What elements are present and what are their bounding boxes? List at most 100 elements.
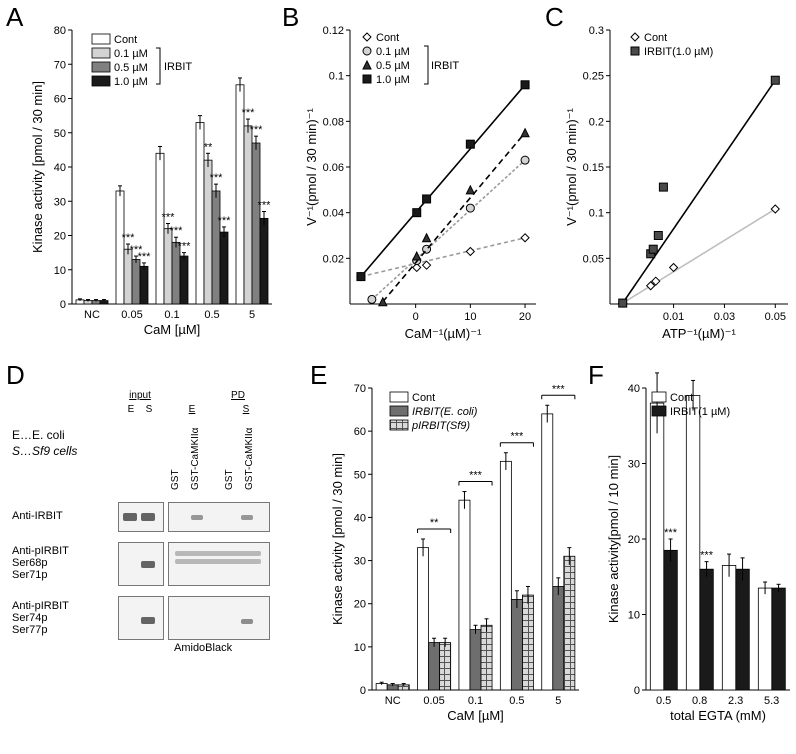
lane-S1: S: [142, 404, 156, 415]
label-A: A: [6, 2, 23, 33]
svg-text:0.06: 0.06: [323, 162, 344, 174]
svg-text:0.5 µM: 0.5 µM: [376, 60, 410, 72]
blot-r1b: [168, 502, 270, 532]
blot-r2a: [118, 542, 164, 586]
svg-text:***: ***: [170, 225, 184, 237]
svg-text:20: 20: [519, 311, 531, 323]
svg-text:***: ***: [664, 527, 678, 539]
svg-text:IRBIT(E. coli): IRBIT(E. coli): [412, 406, 478, 418]
svg-text:0.8: 0.8: [692, 695, 707, 707]
svg-text:0.25: 0.25: [583, 71, 604, 83]
svg-text:0.02: 0.02: [323, 253, 344, 265]
svg-text:10: 10: [54, 265, 66, 277]
svg-text:IRBIT: IRBIT: [431, 60, 459, 72]
svg-text:60: 60: [354, 426, 366, 438]
pd-l0: GST: [170, 476, 181, 490]
svg-text:***: ***: [218, 215, 232, 227]
svg-text:40: 40: [354, 512, 366, 524]
svg-text:Kinase activity [pmol / 30 min: Kinase activity [pmol / 30 min]: [330, 453, 345, 625]
row3: Anti-pIRBIT Ser74p Ser77p: [12, 600, 69, 636]
svg-text:***: ***: [122, 232, 136, 244]
svg-text:0.5: 0.5: [656, 695, 671, 707]
svg-text:0.05: 0.05: [121, 309, 142, 321]
svg-text:70: 70: [54, 59, 66, 71]
svg-text:***: ***: [700, 550, 714, 562]
svg-text:2.3: 2.3: [728, 695, 743, 707]
label-F: F: [588, 360, 604, 391]
svg-text:10: 10: [628, 610, 640, 622]
label-D: D: [6, 360, 25, 391]
svg-text:10: 10: [464, 311, 476, 323]
svg-text:0: 0: [360, 685, 366, 697]
svg-text:IRBIT: IRBIT: [164, 61, 192, 73]
key-E: E…E. coli: [12, 428, 65, 442]
pd-l3: GST-CaMKIIα: [244, 476, 255, 490]
svg-text:50: 50: [54, 128, 66, 140]
svg-text:0.5 µM: 0.5 µM: [114, 62, 148, 74]
svg-text:0.1 µM: 0.1 µM: [376, 46, 410, 58]
row1: Anti-IRBIT: [12, 510, 63, 522]
svg-text:5.3: 5.3: [764, 695, 779, 707]
svg-text:0: 0: [60, 299, 66, 311]
svg-text:0.12: 0.12: [323, 25, 344, 37]
svg-text:0.1: 0.1: [164, 309, 179, 321]
blot-r3b: [168, 596, 270, 640]
svg-text:NC: NC: [84, 309, 100, 321]
svg-text:***: ***: [210, 172, 224, 184]
svg-text:1.0 µM: 1.0 µM: [376, 74, 410, 86]
svg-text:***: ***: [552, 383, 566, 395]
svg-text:CaM [µM]: CaM [µM]: [447, 708, 504, 723]
panel-D: input PD E S E S E…E. coli S…Sf9 cells G…: [12, 390, 312, 740]
svg-text:***: ***: [258, 200, 272, 212]
svg-text:0.15: 0.15: [583, 162, 604, 174]
svg-text:70: 70: [354, 383, 366, 395]
svg-text:0.1: 0.1: [329, 71, 344, 83]
svg-text:**: **: [430, 517, 439, 529]
lane-E1: E: [124, 404, 138, 415]
svg-text:1.0 µM: 1.0 µM: [114, 76, 148, 88]
svg-text:30: 30: [354, 556, 366, 568]
svg-text:5: 5: [249, 309, 255, 321]
svg-text:Cont: Cont: [670, 392, 693, 404]
svg-text:0.1 µM: 0.1 µM: [114, 48, 148, 60]
chart-C: 0.050.10.150.20.250.30.010.030.05V⁻¹(pmo…: [562, 22, 794, 352]
key-S: S…Sf9 cells: [12, 444, 77, 458]
svg-text:CaM⁻¹(µM)⁻¹: CaM⁻¹(µM)⁻¹: [405, 326, 482, 341]
chart-B: 0.020.040.060.080.10.1201020V⁻¹(pmol / 3…: [302, 22, 542, 352]
chart-E: 0 10 20 30 40 50 60 70 Kinase activity [pmol / 3…: [330, 380, 585, 740]
svg-text:Cont: Cont: [644, 32, 667, 44]
svg-text:IRBIT(1.0 µM): IRBIT(1.0 µM): [644, 46, 713, 58]
blot-r2b: [168, 542, 270, 586]
svg-text:0.5: 0.5: [204, 309, 219, 321]
svg-text:0.04: 0.04: [323, 208, 344, 220]
svg-text:CaM [µM]: CaM [µM]: [144, 322, 201, 337]
svg-text:IRBIT(1 µM): IRBIT(1 µM): [670, 406, 730, 418]
svg-text:20: 20: [54, 231, 66, 243]
row2: Anti-pIRBIT Ser68p Ser71p: [12, 545, 69, 581]
svg-text:50: 50: [354, 469, 366, 481]
svg-text:***: ***: [469, 470, 483, 482]
svg-text:0: 0: [413, 311, 419, 323]
svg-text:0.05: 0.05: [765, 311, 786, 323]
svg-text:80: 80: [54, 25, 66, 37]
chart-F: 010203040Kinase activity[pmol / 10 min]*…: [606, 380, 794, 740]
pd-l1: GST-CaMKIIα: [190, 476, 201, 490]
svg-text:Cont: Cont: [412, 392, 435, 404]
header-pd: PD: [198, 390, 278, 401]
svg-text:V⁻¹(pmol / 30 min)⁻¹: V⁻¹(pmol / 30 min)⁻¹: [304, 107, 319, 225]
svg-text:40: 40: [54, 162, 66, 174]
svg-text:***: ***: [510, 431, 524, 443]
svg-text:***: ***: [250, 124, 264, 136]
label-E: E: [310, 360, 327, 391]
svg-text:**: **: [204, 141, 213, 153]
label-B: B: [282, 2, 299, 33]
svg-text:Kinase activity[pmol / 10 min]: Kinase activity[pmol / 10 min]: [606, 455, 621, 623]
svg-text:total EGTA (mM): total EGTA (mM): [670, 708, 766, 723]
svg-text:60: 60: [54, 94, 66, 106]
svg-text:20: 20: [354, 599, 366, 611]
svg-text:Cont: Cont: [114, 34, 137, 46]
svg-text:***: ***: [178, 241, 192, 253]
svg-text:***: ***: [162, 212, 176, 224]
svg-text:NC: NC: [385, 695, 401, 707]
svg-text:10: 10: [354, 642, 366, 654]
